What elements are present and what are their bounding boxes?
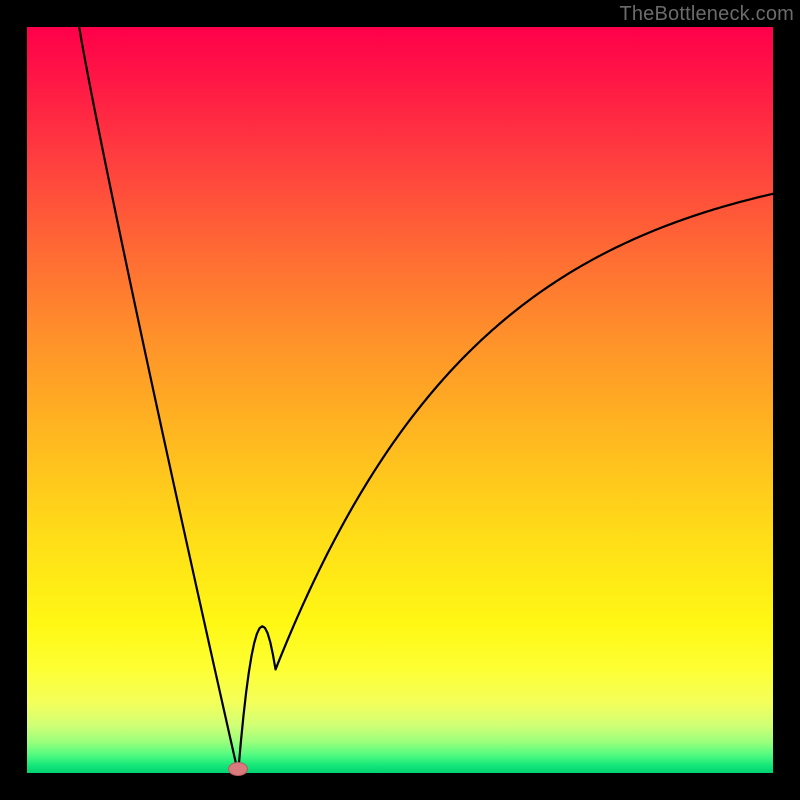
curve-svg xyxy=(27,27,773,773)
vertex-marker xyxy=(228,762,248,776)
watermark-text: TheBottleneck.com xyxy=(619,3,794,26)
bottleneck-curve xyxy=(79,27,773,773)
plot-area xyxy=(27,27,773,773)
chart-container: TheBottleneck.com xyxy=(0,0,800,800)
